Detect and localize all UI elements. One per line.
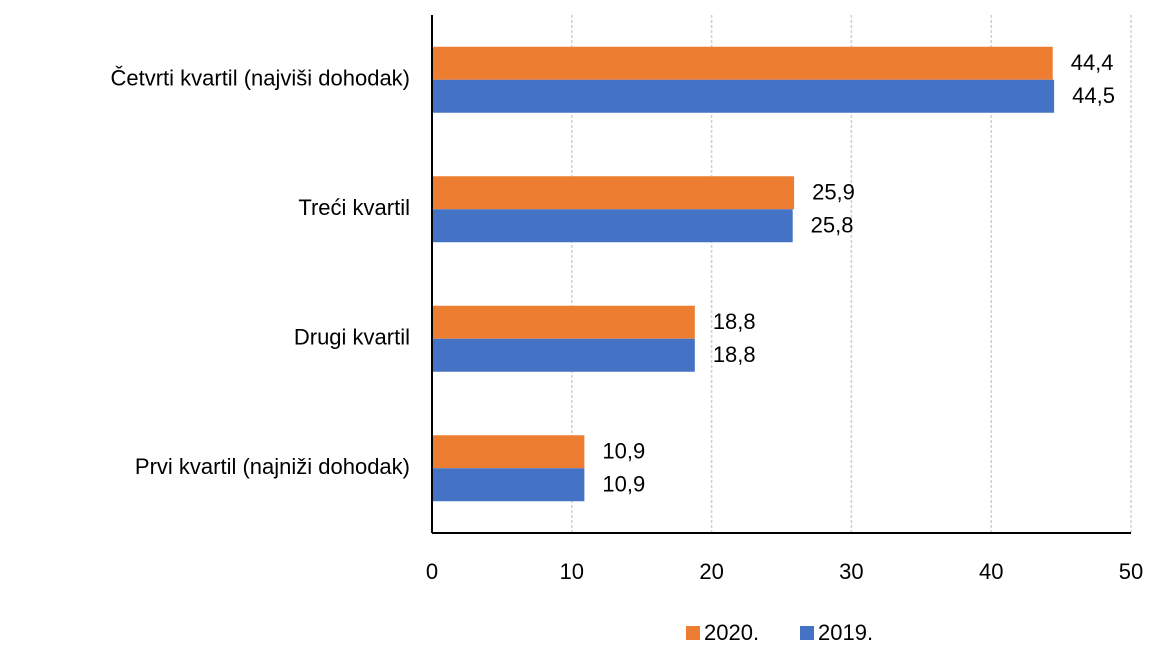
value-label: 18,8 [713, 342, 756, 367]
y-tick-label: Drugi kvartil [294, 325, 410, 350]
bar [432, 176, 795, 210]
bar [432, 305, 695, 339]
value-label: 18,8 [713, 309, 756, 334]
value-label: 25,9 [812, 180, 855, 205]
x-tick-label: 30 [839, 559, 863, 584]
y-tick-label: Prvi kvartil (najniži dohodak) [135, 454, 410, 479]
value-label: 10,9 [602, 472, 645, 497]
value-label: 44,4 [1071, 50, 1114, 75]
x-tick-label: 0 [426, 559, 438, 584]
bar [432, 468, 585, 502]
bar [432, 79, 1055, 113]
x-tick-label: 50 [1119, 559, 1143, 584]
legend-swatch [800, 626, 814, 640]
bar [432, 338, 695, 372]
y-tick-label: Treći kvartil [298, 195, 410, 220]
legend-label: 2019. [818, 620, 873, 645]
legend-label: 2020. [704, 620, 759, 645]
legend-swatch [686, 626, 700, 640]
bar [432, 209, 793, 243]
bar [432, 435, 585, 469]
bar [432, 46, 1053, 80]
value-label: 10,9 [602, 439, 645, 464]
value-label: 25,8 [811, 213, 854, 238]
value-label: 44,5 [1072, 83, 1115, 108]
x-tick-label: 10 [560, 559, 584, 584]
x-tick-label: 40 [979, 559, 1003, 584]
x-tick-label: 20 [699, 559, 723, 584]
y-tick-label: Četvrti kvartil (najviši dohodak) [110, 66, 410, 91]
